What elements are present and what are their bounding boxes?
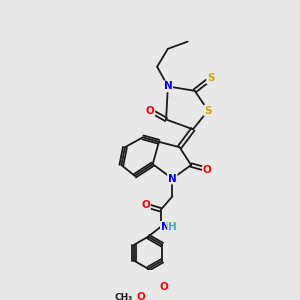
Text: N: N (168, 173, 177, 184)
Text: O: O (203, 165, 212, 175)
Text: N: N (161, 222, 170, 232)
Text: S: S (204, 106, 212, 116)
Text: N: N (164, 81, 172, 92)
Text: S: S (207, 73, 214, 83)
Text: CH₃: CH₃ (115, 293, 133, 300)
Text: O: O (137, 292, 146, 300)
Text: O: O (159, 282, 168, 292)
Text: O: O (146, 106, 154, 116)
Text: O: O (141, 200, 150, 210)
Text: H: H (168, 222, 177, 232)
